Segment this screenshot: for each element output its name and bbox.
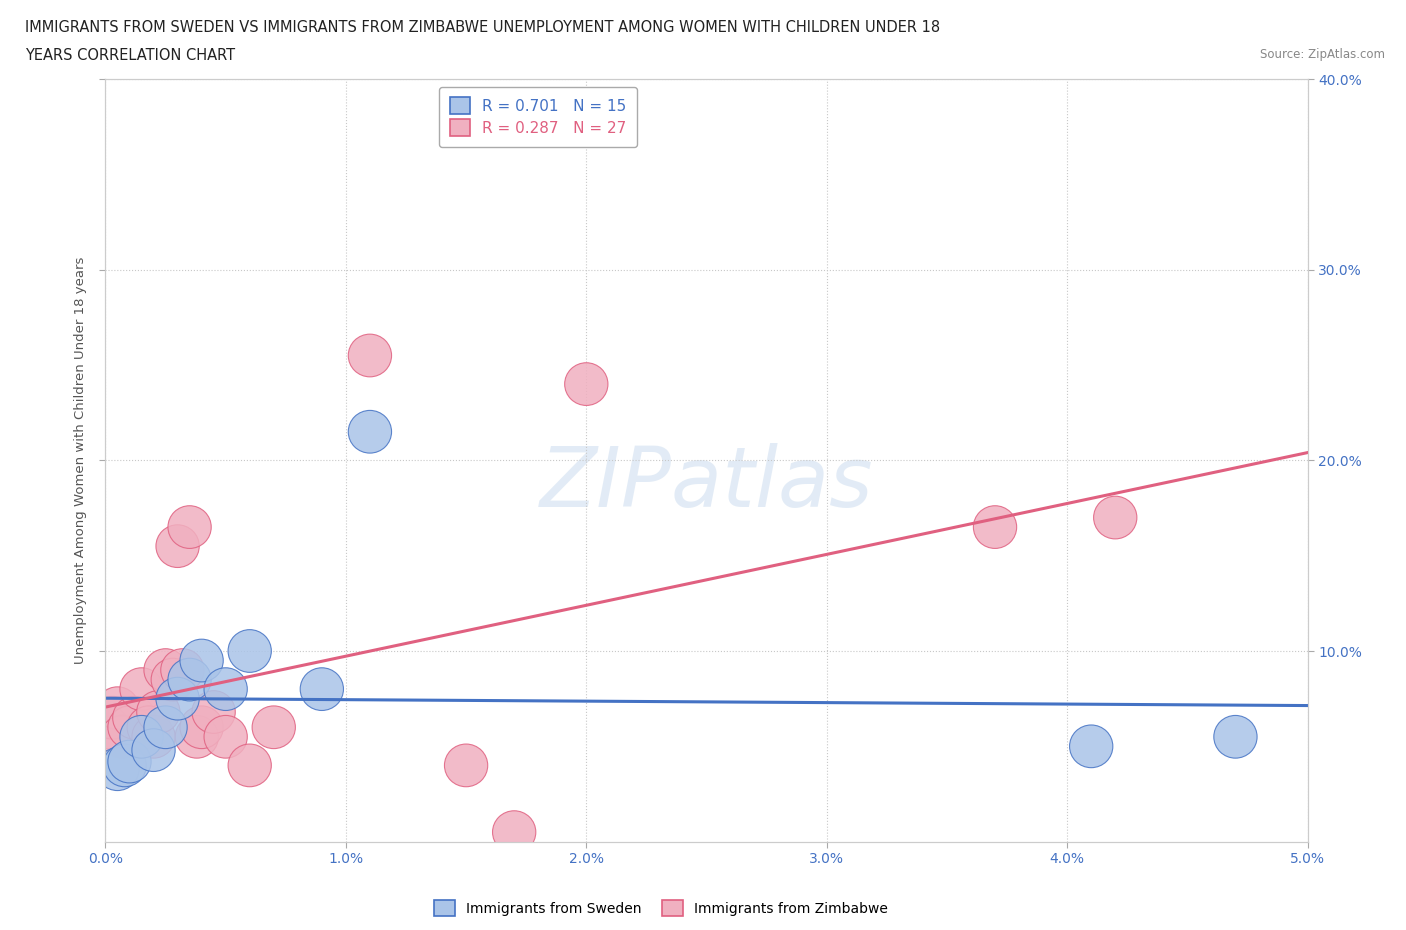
- Legend: Immigrants from Sweden, Immigrants from Zimbabwe: Immigrants from Sweden, Immigrants from …: [429, 895, 893, 922]
- Ellipse shape: [132, 715, 176, 758]
- Ellipse shape: [204, 715, 247, 758]
- Ellipse shape: [150, 658, 194, 701]
- Ellipse shape: [349, 410, 391, 453]
- Ellipse shape: [228, 744, 271, 787]
- Text: YEARS CORRELATION CHART: YEARS CORRELATION CHART: [25, 48, 235, 63]
- Ellipse shape: [143, 706, 187, 749]
- Ellipse shape: [96, 748, 139, 790]
- Ellipse shape: [120, 668, 163, 711]
- Ellipse shape: [204, 668, 247, 711]
- Ellipse shape: [108, 706, 150, 749]
- Ellipse shape: [252, 706, 295, 749]
- Ellipse shape: [167, 506, 211, 549]
- Text: Source: ZipAtlas.com: Source: ZipAtlas.com: [1260, 48, 1385, 61]
- Legend: R = 0.701   N = 15, R = 0.287   N = 27: R = 0.701 N = 15, R = 0.287 N = 27: [439, 86, 637, 147]
- Ellipse shape: [349, 334, 391, 377]
- Ellipse shape: [112, 697, 156, 739]
- Ellipse shape: [101, 715, 143, 758]
- Ellipse shape: [132, 729, 176, 772]
- Ellipse shape: [91, 697, 135, 739]
- Ellipse shape: [180, 639, 224, 682]
- Ellipse shape: [167, 658, 211, 701]
- Text: ZIPatlas: ZIPatlas: [540, 443, 873, 524]
- Ellipse shape: [86, 706, 129, 749]
- Ellipse shape: [127, 706, 170, 749]
- Ellipse shape: [973, 506, 1017, 549]
- Ellipse shape: [228, 630, 271, 672]
- Ellipse shape: [136, 691, 180, 734]
- Ellipse shape: [120, 715, 163, 758]
- Ellipse shape: [156, 525, 200, 567]
- Text: IMMIGRANTS FROM SWEDEN VS IMMIGRANTS FROM ZIMBABWE UNEMPLOYMENT AMONG WOMEN WITH: IMMIGRANTS FROM SWEDEN VS IMMIGRANTS FRO…: [25, 20, 941, 35]
- Ellipse shape: [1213, 715, 1257, 758]
- Ellipse shape: [444, 744, 488, 787]
- Y-axis label: Unemployment Among Women with Children Under 18 years: Unemployment Among Women with Children U…: [73, 257, 87, 664]
- Ellipse shape: [565, 363, 607, 405]
- Ellipse shape: [1094, 497, 1137, 538]
- Ellipse shape: [108, 740, 150, 783]
- Ellipse shape: [160, 649, 204, 691]
- Ellipse shape: [103, 744, 146, 787]
- Ellipse shape: [156, 677, 200, 720]
- Ellipse shape: [492, 811, 536, 854]
- Ellipse shape: [176, 715, 218, 758]
- Ellipse shape: [96, 687, 139, 729]
- Ellipse shape: [193, 691, 235, 734]
- Ellipse shape: [301, 668, 343, 711]
- Ellipse shape: [1070, 725, 1112, 767]
- Ellipse shape: [143, 649, 187, 691]
- Ellipse shape: [180, 706, 224, 749]
